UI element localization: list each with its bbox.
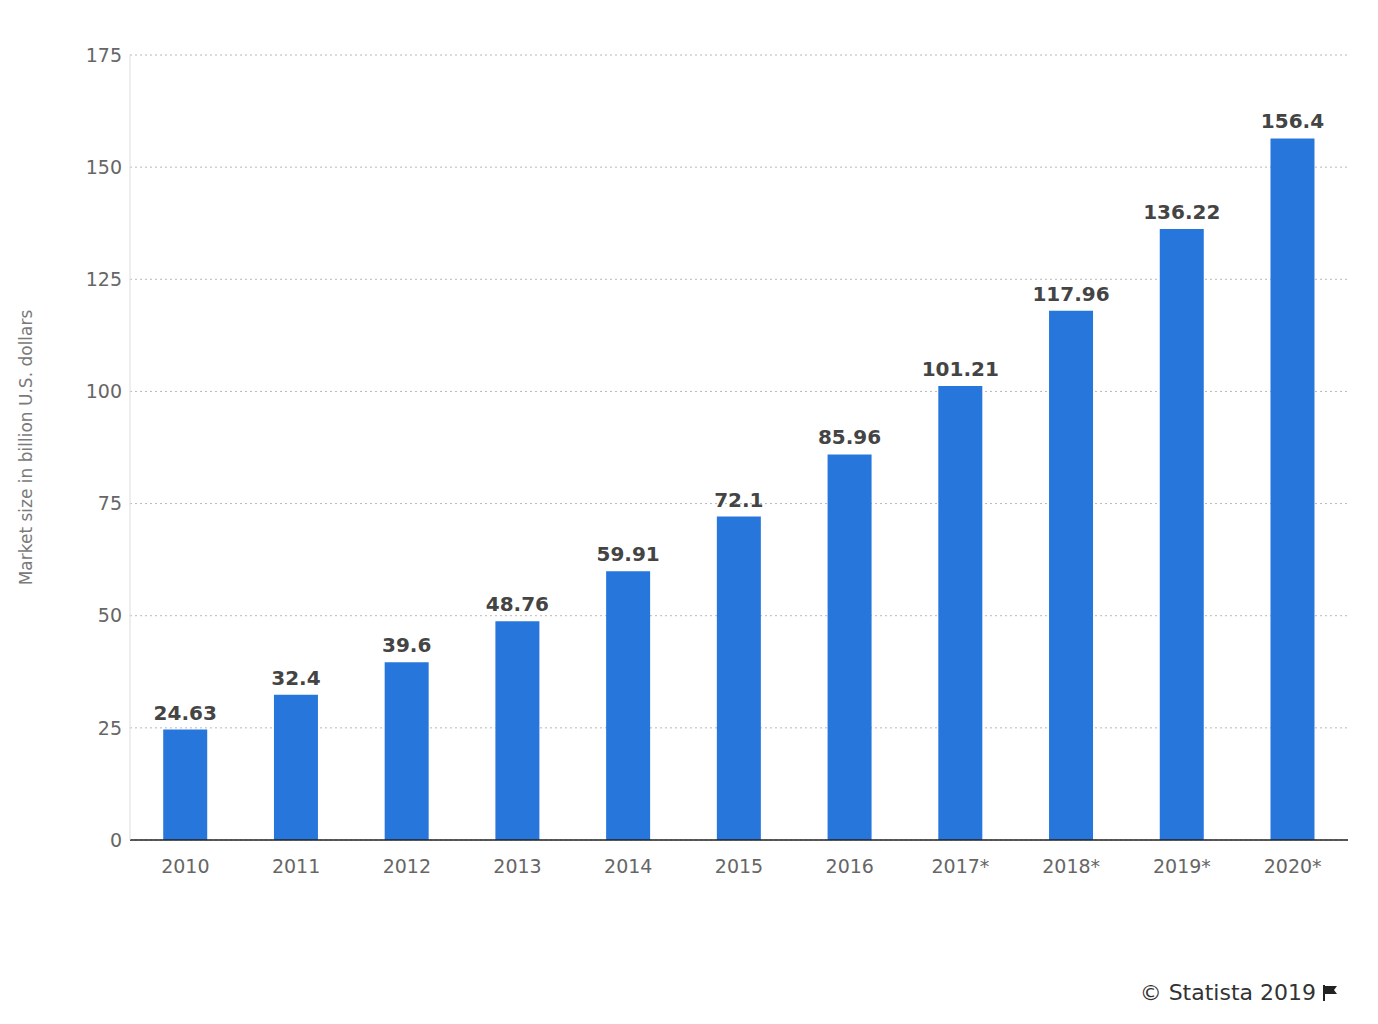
svg-text:Market size in billion U.S. do: Market size in billion U.S. dollars	[16, 309, 36, 585]
svg-text:2016: 2016	[826, 855, 874, 877]
svg-text:24.63: 24.63	[154, 701, 217, 725]
svg-text:39.6: 39.6	[382, 633, 431, 657]
svg-text:2011: 2011	[272, 855, 320, 877]
svg-text:175: 175	[86, 44, 122, 66]
svg-text:125: 125	[86, 268, 122, 290]
svg-text:156.4: 156.4	[1261, 109, 1324, 133]
svg-text:59.91: 59.91	[596, 542, 659, 566]
html-text:© Statista 2019: © Statista 2019	[1139, 980, 1316, 1005]
svg-text:72.1: 72.1	[714, 488, 763, 512]
svg-text:2012: 2012	[383, 855, 431, 877]
svg-text:32.4: 32.4	[271, 666, 320, 690]
svg-text:75: 75	[98, 492, 122, 514]
svg-text:85.96: 85.96	[818, 425, 881, 449]
svg-text:48.76: 48.76	[486, 592, 549, 616]
svg-text:2017*: 2017*	[932, 855, 990, 877]
svg-text:2018*: 2018*	[1042, 855, 1100, 877]
svg-text:136.22: 136.22	[1143, 200, 1220, 224]
svg-text:2010: 2010	[161, 855, 209, 877]
svg-text:101.21: 101.21	[922, 357, 999, 381]
svg-text:0: 0	[110, 829, 122, 851]
svg-text:117.96: 117.96	[1032, 282, 1109, 306]
svg-text:2019*: 2019*	[1153, 855, 1211, 877]
svg-text:150: 150	[86, 156, 122, 178]
svg-text:2015: 2015	[715, 855, 763, 877]
svg-text:50: 50	[98, 604, 122, 626]
svg-text:25: 25	[98, 717, 122, 739]
svg-text:2014: 2014	[604, 855, 652, 877]
svg-text:2013: 2013	[493, 855, 541, 877]
svg-text:100: 100	[86, 380, 122, 402]
svg-text:2020*: 2020*	[1264, 855, 1322, 877]
